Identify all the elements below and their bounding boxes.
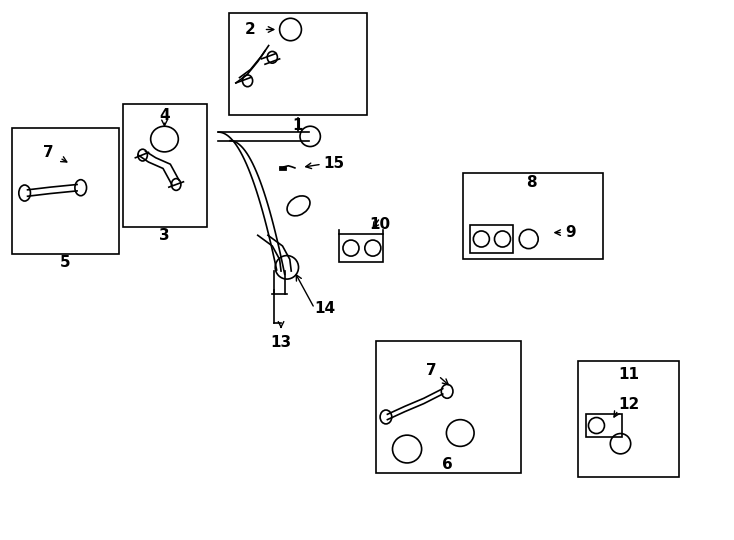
Text: 14: 14: [315, 301, 335, 316]
Text: 11: 11: [619, 367, 640, 382]
Text: 8: 8: [526, 176, 537, 191]
Text: 15: 15: [323, 156, 344, 171]
Text: 2: 2: [245, 22, 256, 37]
Bar: [470, 225, 512, 253]
Bar: [339, 234, 383, 262]
Text: 3: 3: [159, 228, 170, 244]
Bar: [12, 129, 120, 254]
Text: 1: 1: [293, 118, 303, 133]
Bar: [123, 104, 207, 227]
Bar: [586, 414, 622, 437]
Text: 7: 7: [426, 363, 437, 378]
Text: 10: 10: [369, 217, 390, 232]
Text: 9: 9: [565, 225, 575, 240]
Bar: [228, 14, 367, 115]
Bar: [578, 361, 679, 477]
Text: 12: 12: [619, 397, 640, 412]
Text: 5: 5: [59, 255, 70, 270]
Text: 6: 6: [442, 457, 452, 472]
Text: 13: 13: [271, 335, 291, 350]
Bar: [376, 341, 521, 473]
Text: 7: 7: [43, 145, 54, 160]
Bar: [463, 173, 603, 259]
Text: 4: 4: [159, 107, 170, 123]
